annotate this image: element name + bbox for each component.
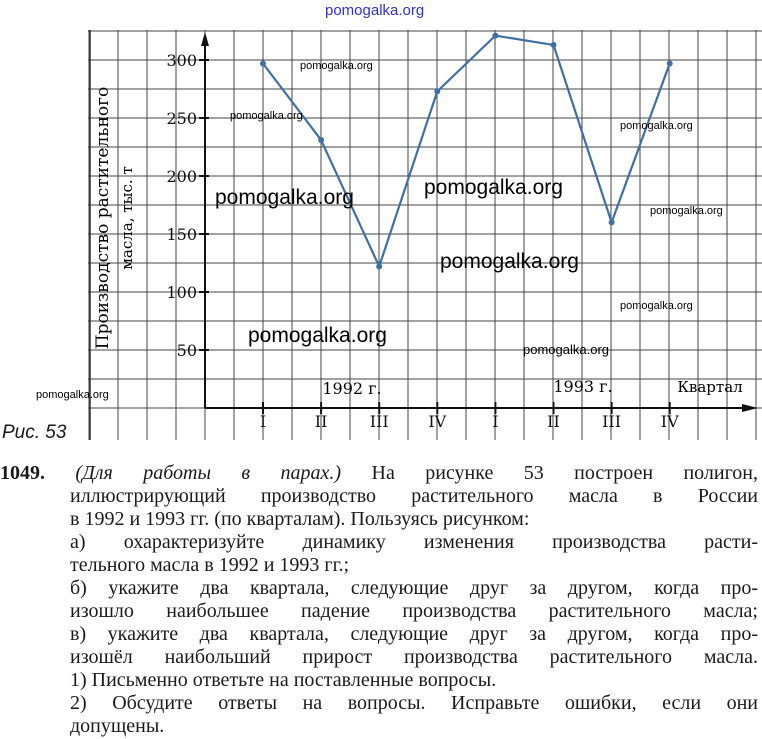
watermark: pomogalka.org xyxy=(440,250,579,273)
exercise-line: 1049. (Для работы в парах.) На рисунке 5… xyxy=(0,462,758,485)
exercise-line: а) охарактеризуйте динамику изменения пр… xyxy=(70,531,758,553)
data-point xyxy=(608,219,615,226)
series-line xyxy=(262,34,671,270)
exercise-line: 1) Письменно ответьте на поставленные во… xyxy=(70,669,497,691)
x-tick-label: III xyxy=(370,412,389,431)
exercise-line: в) укажите два квартала, следующие друг … xyxy=(70,623,758,645)
exercise-line: тельного масла в 1992 и 1993 гг.; xyxy=(70,554,350,576)
exercise-lead: (Для работы в парах.) xyxy=(75,462,342,484)
x-tick-label: I xyxy=(492,412,498,431)
watermark: pomogalka.org xyxy=(620,300,693,312)
watermark: pomogalka.org xyxy=(523,342,609,357)
y-ticks: 50 100 150 200 250 300 xyxy=(166,51,209,360)
watermark: pomogalka.org xyxy=(36,389,109,401)
watermark: pomogalka.org xyxy=(650,205,723,217)
year-label-1993: 1993 г. xyxy=(553,377,612,396)
data-point xyxy=(666,60,673,67)
y-tick-label: 50 xyxy=(177,341,197,360)
y-tick-label: 250 xyxy=(166,109,197,128)
y-axis-label-line2: масла, тыс. т xyxy=(118,166,136,270)
watermark: pomogalka.org xyxy=(248,324,387,347)
x-axis-arrow xyxy=(742,404,758,412)
data-points xyxy=(260,32,673,270)
axes xyxy=(201,32,758,412)
y-tick-label: 200 xyxy=(166,167,197,186)
x-tick-label: IV xyxy=(661,412,679,431)
x-categories: I II III IV I II III IV xyxy=(260,402,679,431)
watermark: pomogalka.org xyxy=(230,110,303,122)
x-tick-label: II xyxy=(547,412,560,431)
figure-label: Рис. 53 xyxy=(2,422,67,443)
watermark: pomogalka.org xyxy=(215,186,354,209)
watermark: pomogalka.org xyxy=(300,60,373,72)
exercise-line: 2) Обсудите ответы на вопросы. Исправьте… xyxy=(70,692,758,714)
x-tick-label: II xyxy=(315,412,328,431)
exercise-line: в 1992 и 1993 гг. (по кварталам). Пользу… xyxy=(70,508,530,530)
watermark: pomogalka.org xyxy=(620,120,693,132)
exercise-line: иллюстрирующий производство растительног… xyxy=(70,485,758,507)
exercise-number: 1049. xyxy=(0,462,45,484)
exercise-line: б) укажите два квартала, следующие друг … xyxy=(70,577,758,599)
x-tick-label: III xyxy=(602,412,621,431)
watermark: pomogalka.org xyxy=(325,2,425,19)
exercise-line: изошёл наибольший прирост производства р… xyxy=(70,646,758,668)
year-label-1992: 1992 г. xyxy=(322,379,381,398)
data-point xyxy=(492,32,499,39)
data-point xyxy=(260,60,266,67)
exercise-1049: 1049. (Для работы в парах.) На рисунке 5… xyxy=(0,462,758,738)
x-tick-label: IV xyxy=(428,412,446,431)
y-tick-label: 150 xyxy=(166,225,197,244)
exercise-line-text: На рисунке 53 построен полигон, xyxy=(371,462,759,484)
watermark: pomogalka.org xyxy=(424,176,563,199)
data-point xyxy=(318,137,325,144)
data-point xyxy=(550,41,557,48)
x-axis-label: Квартал xyxy=(677,378,742,396)
y-tick-label: 300 xyxy=(166,51,197,70)
y-axis-arrow xyxy=(201,32,209,46)
data-point xyxy=(434,88,441,95)
y-axis-label-line1: Производство растительного xyxy=(93,87,113,349)
exercise-line: изошло наибольшее падение производства р… xyxy=(70,600,758,622)
x-tick-label: I xyxy=(260,412,266,431)
exercise-line: допущены. xyxy=(70,715,165,737)
data-point xyxy=(376,263,383,270)
y-tick-label: 100 xyxy=(166,283,197,302)
